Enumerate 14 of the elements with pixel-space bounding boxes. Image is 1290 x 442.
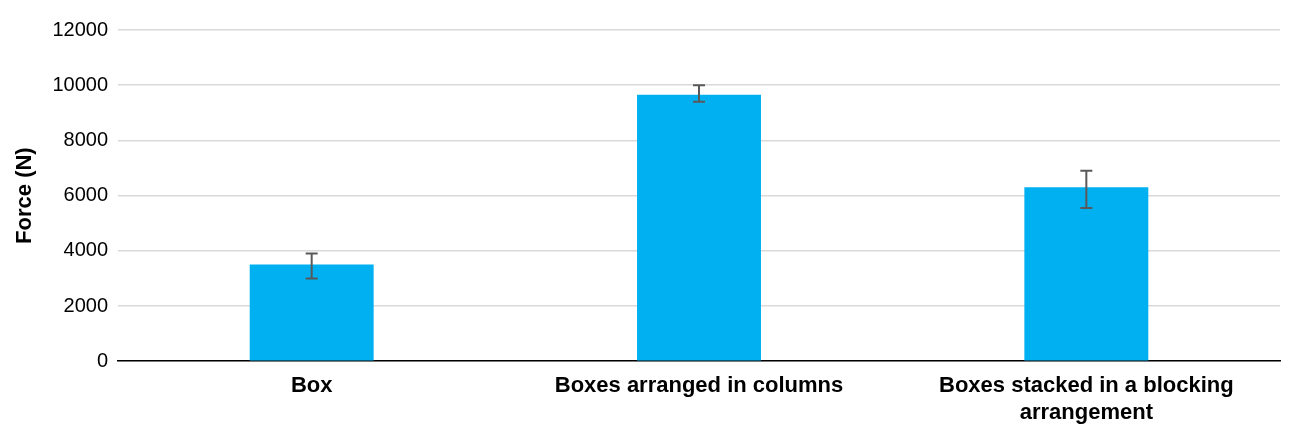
- y-tick-label: 8000: [63, 127, 109, 150]
- x-tick-label: Boxes stacked in a blocking arrangement: [939, 372, 1234, 424]
- bar: [1024, 187, 1149, 361]
- y-tick-label: 2000: [63, 293, 109, 316]
- y-tick-label: 0: [96, 348, 109, 371]
- bar: [637, 94, 761, 361]
- y-tick-label: 12000: [52, 17, 109, 40]
- y-tick-label: 4000: [63, 238, 109, 261]
- x-tick-label: Boxes arranged in columns: [554, 372, 844, 398]
- y-tick-label: 10000: [52, 72, 109, 95]
- y-tick-label: 6000: [63, 183, 109, 206]
- x-tick-label: Box: [290, 372, 334, 398]
- bar: [249, 264, 374, 361]
- y-axis-title: Force (N): [11, 147, 37, 244]
